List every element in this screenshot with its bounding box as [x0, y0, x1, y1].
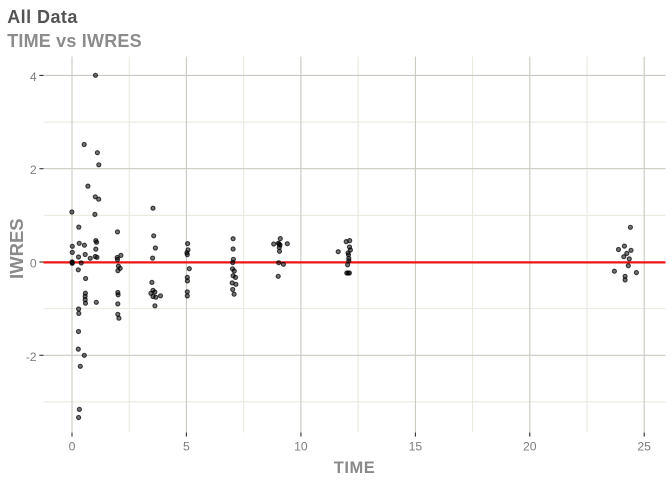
svg-text:4: 4: [30, 70, 37, 84]
svg-text:10: 10: [294, 440, 308, 454]
svg-text:TIME vs IWRES: TIME vs IWRES: [7, 31, 142, 51]
svg-text:TIME: TIME: [334, 459, 375, 477]
svg-text:25: 25: [637, 440, 651, 454]
svg-text:2: 2: [30, 163, 37, 177]
svg-text:15: 15: [409, 440, 423, 454]
svg-text:-2: -2: [26, 350, 37, 364]
svg-text:20: 20: [523, 440, 537, 454]
svg-text:0: 0: [69, 440, 76, 454]
svg-text:IWRES: IWRES: [6, 218, 27, 279]
svg-text:0: 0: [30, 257, 37, 271]
svg-text:All Data: All Data: [7, 7, 78, 27]
svg-text:5: 5: [183, 440, 190, 454]
